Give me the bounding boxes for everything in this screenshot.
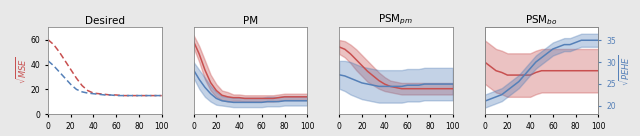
Title: PSM$_{pm}$: PSM$_{pm}$ — [378, 13, 413, 27]
Title: PSM$_{bo}$: PSM$_{bo}$ — [525, 13, 558, 27]
Title: Desired: Desired — [85, 16, 125, 26]
Y-axis label: $\sqrt{MSE}$: $\sqrt{MSE}$ — [15, 57, 29, 84]
Title: PM: PM — [243, 16, 258, 26]
Y-axis label: $\sqrt{PEHE}$: $\sqrt{PEHE}$ — [617, 55, 632, 86]
